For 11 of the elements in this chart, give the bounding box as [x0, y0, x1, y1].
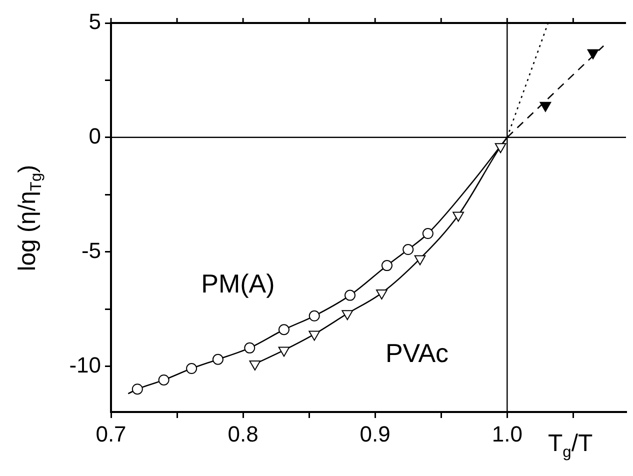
x-axis-title: T$_{g}$/T	[548, 430, 593, 462]
x-tick-label: 1.0	[492, 421, 522, 446]
x-tick-label: 0.7	[96, 421, 126, 446]
series-label: PM(A)	[201, 268, 275, 299]
series-label: PVAc	[385, 338, 449, 368]
y-tick-label: 0	[88, 123, 101, 148]
x-tick-label: 0.8	[228, 421, 258, 446]
x-tick-label: 0.9	[360, 421, 390, 446]
y-tick-label: -5	[81, 238, 101, 263]
y-tick-label: 5	[88, 9, 101, 34]
y-tick-label: -10	[69, 352, 101, 378]
